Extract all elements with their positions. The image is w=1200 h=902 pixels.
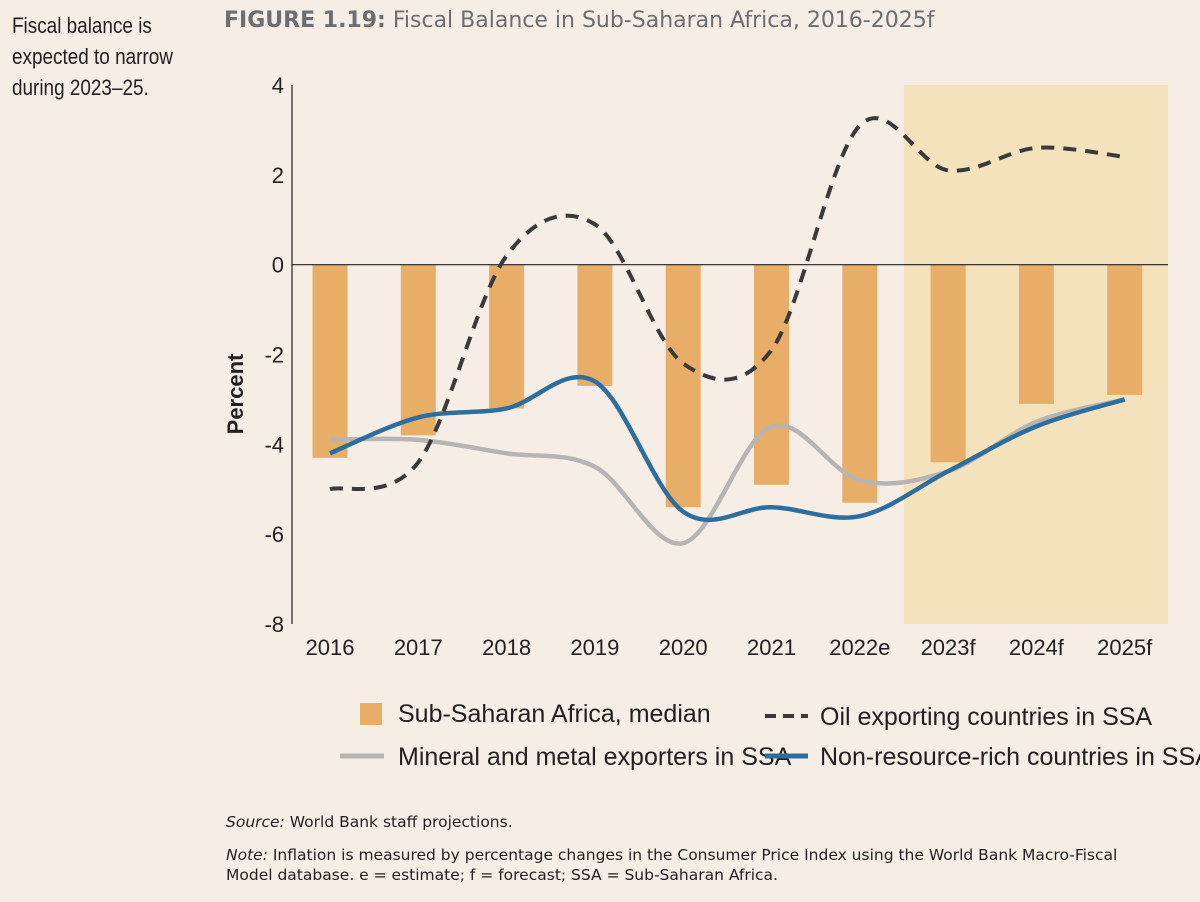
x-tick-label: 2024f: [1009, 635, 1065, 660]
bar-2024f: [1018, 264, 1054, 404]
legend-label-mineral: Mineral and metal exporters in SSA: [398, 743, 792, 771]
legend-swatch-bar: [360, 703, 382, 725]
bar-2020: [665, 264, 701, 508]
y-ticks: 4 2 0 -2 -4 -6 -8: [264, 73, 284, 637]
bar-2025f: [1107, 264, 1143, 395]
bar-2019: [577, 264, 613, 386]
series-line-oil: [329, 116, 1125, 492]
x-tick-label: 2022e: [829, 635, 890, 660]
source-line: Source: World Bank staff projections.: [226, 813, 513, 831]
legend-label-bar: Sub-Saharan Africa, median: [398, 700, 711, 728]
note-line: Note: Inflation is measured by percentag…: [226, 845, 1126, 885]
bar-2016: [312, 264, 348, 458]
x-tick-label: 2025f: [1097, 635, 1153, 660]
y-tick-label: -6: [264, 522, 284, 547]
figure-number: FIGURE 1.19:: [224, 8, 386, 33]
figure-title: FIGURE 1.19: Fiscal Balance in Sub-Sahar…: [224, 8, 934, 33]
legend-label-oil: Oil exporting countries in SSA: [820, 703, 1152, 731]
y-tick-label: -4: [264, 432, 284, 457]
bar-series: [312, 264, 1143, 508]
figure-title-text: Fiscal Balance in Sub-Saharan Africa, 20…: [392, 8, 935, 33]
legend-item-mineral: Mineral and metal exporters in SSA: [340, 743, 792, 771]
x-tick-label: 2019: [570, 635, 619, 660]
note-text: Inflation is measured by percentage chan…: [226, 846, 1118, 884]
side-note: Fiscal balance is expected to narrow dur…: [12, 13, 173, 100]
legend-item-nonresource: Non-resource-rich countries in SSA: [765, 743, 1200, 771]
y-tick-label: 2: [272, 163, 284, 188]
y-tick-label: -2: [264, 343, 284, 368]
bar-2021: [754, 264, 789, 485]
x-tick-label: 2017: [394, 635, 443, 660]
y-tick-label: 4: [272, 73, 284, 98]
x-tick-label: 2018: [482, 635, 531, 660]
legend-item-oil: Oil exporting countries in SSA: [765, 703, 1152, 731]
fiscal-balance-chart: 4 2 0 -2 -4 -6 -8 2016 2017 2018 2019 2020 2021 2022…: [223, 73, 1200, 771]
series-line-nonresource: [329, 374, 1126, 523]
legend: Sub-Saharan Africa, median Oil exporting…: [340, 700, 1200, 771]
bar-2018: [489, 264, 525, 409]
source-label: Source:: [226, 813, 285, 831]
x-tick-label: 2020: [659, 635, 708, 660]
legend-label-nonresource: Non-resource-rich countries in SSA: [820, 743, 1200, 771]
x-ticks: 2016 2017 2018 2019 2020 2021 2022e 2023f 2024f 2…: [306, 635, 1154, 660]
bar-2022e: [842, 264, 878, 503]
y-tick-label: -8: [264, 612, 284, 637]
bar-2017: [400, 264, 436, 436]
legend-item-bar: Sub-Saharan Africa, median: [360, 700, 711, 728]
source-text: World Bank staff projections.: [289, 813, 513, 831]
x-tick-label: 2023f: [921, 635, 977, 660]
x-tick-label: 2016: [306, 635, 355, 660]
x-tick-label: 2021: [747, 635, 796, 660]
y-tick-label: 0: [272, 253, 284, 278]
bar-2023f: [930, 264, 966, 463]
y-axis-label: Percent: [223, 353, 248, 434]
note-label: Note:: [226, 846, 268, 864]
